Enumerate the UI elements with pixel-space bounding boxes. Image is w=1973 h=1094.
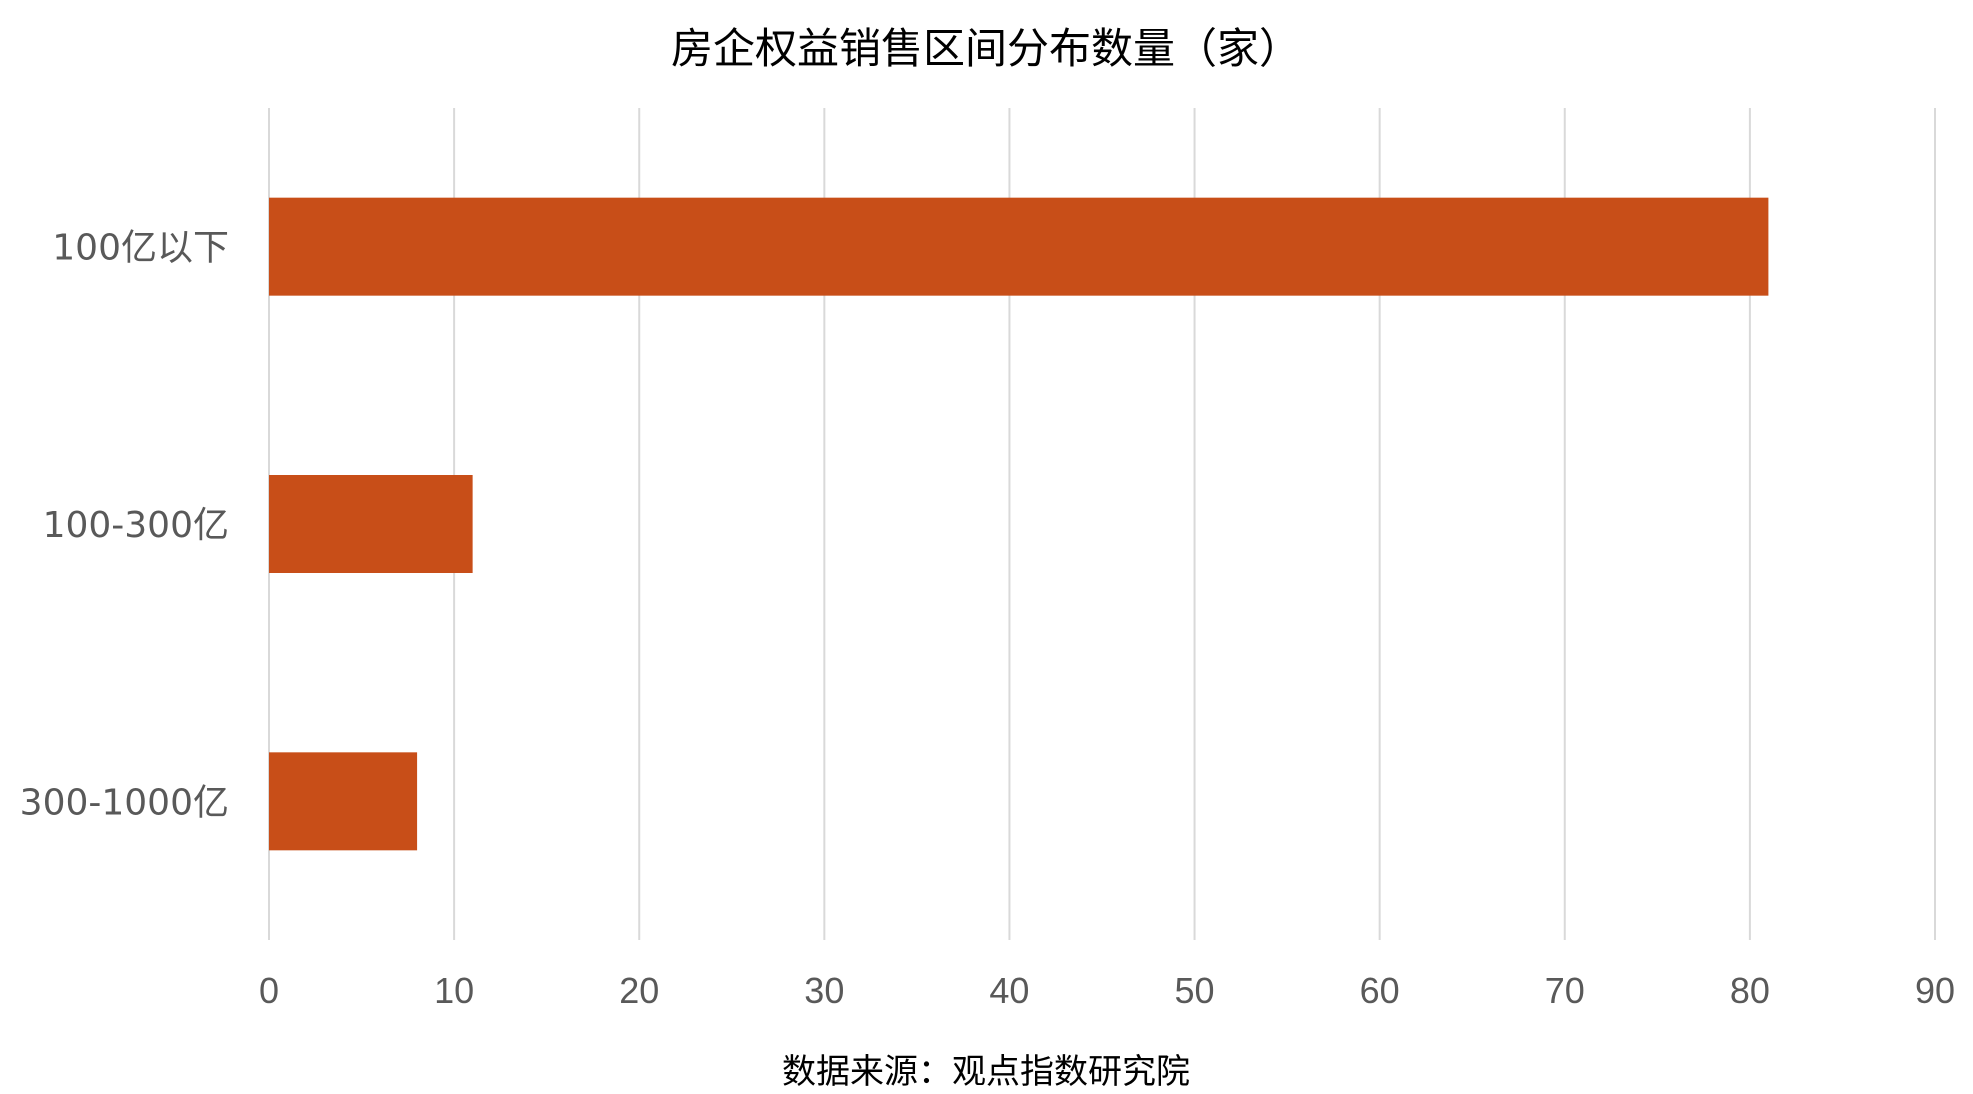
x-tick-label: 10 [434, 970, 474, 1011]
bars [269, 197, 1769, 851]
category-labels: 100亿以下 100-300亿 300-1000亿 [20, 228, 229, 824]
chart-title: 房企权益销售区间分布数量（家） [671, 24, 1301, 73]
x-axis-tick-labels: 0 10 20 30 40 50 60 70 80 90 [259, 970, 1955, 1011]
category-label: 300-1000亿 [20, 782, 229, 823]
bar [269, 752, 418, 851]
bar [269, 197, 1769, 296]
x-tick-label: 0 [259, 970, 279, 1011]
category-label: 100亿以下 [52, 228, 229, 269]
x-tick-label: 20 [619, 970, 659, 1011]
x-tick-label: 60 [1360, 970, 1400, 1011]
x-tick-label: 90 [1915, 970, 1955, 1011]
x-tick-label: 40 [989, 970, 1029, 1011]
x-tick-label: 80 [1730, 970, 1770, 1011]
x-tick-label: 30 [804, 970, 844, 1011]
x-tick-label: 70 [1545, 970, 1585, 1011]
x-tick-label: 50 [1175, 970, 1215, 1011]
category-label: 100-300亿 [43, 505, 229, 546]
bar [269, 475, 473, 573]
source-note: 数据来源：观点指数研究院 [782, 1052, 1190, 1092]
